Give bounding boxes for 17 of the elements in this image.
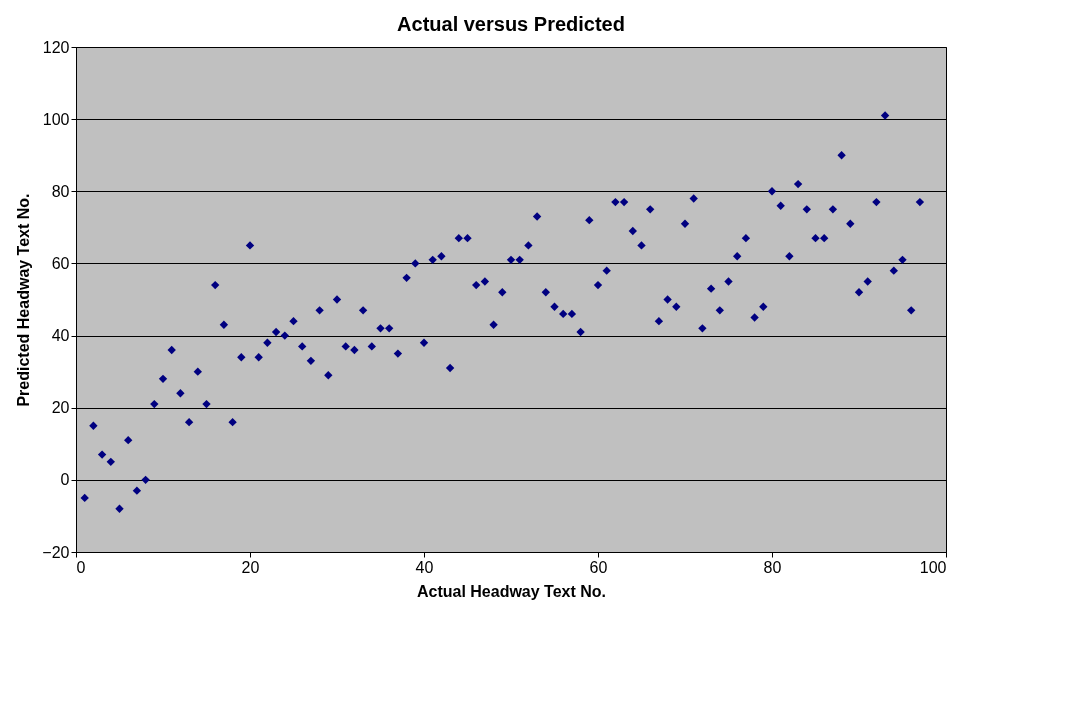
y-tick-label: 60 <box>51 254 70 272</box>
x-tick-label: 80 <box>763 558 782 576</box>
y-tick-label: 80 <box>51 182 70 200</box>
x-tick-label: 20 <box>241 558 260 576</box>
y-axis-title: Predicted Headway Text No. <box>15 193 33 407</box>
y-tick-label: 20 <box>51 399 70 417</box>
x-tick-label: 40 <box>415 558 434 576</box>
x-tick-label: 60 <box>589 558 608 576</box>
y-tick-label: −20 <box>42 543 70 561</box>
chart-title: Actual versus Predicted <box>397 13 625 35</box>
y-tick-label: 100 <box>42 110 70 128</box>
y-tick-label: 120 <box>42 38 70 56</box>
y-tick-label: 0 <box>60 471 70 489</box>
x-tick-label: 0 <box>76 558 86 576</box>
y-tick-label: 40 <box>51 327 70 345</box>
x-tick-label: 100 <box>919 558 947 576</box>
x-axis-title: Actual Headway Text No. <box>416 582 607 600</box>
